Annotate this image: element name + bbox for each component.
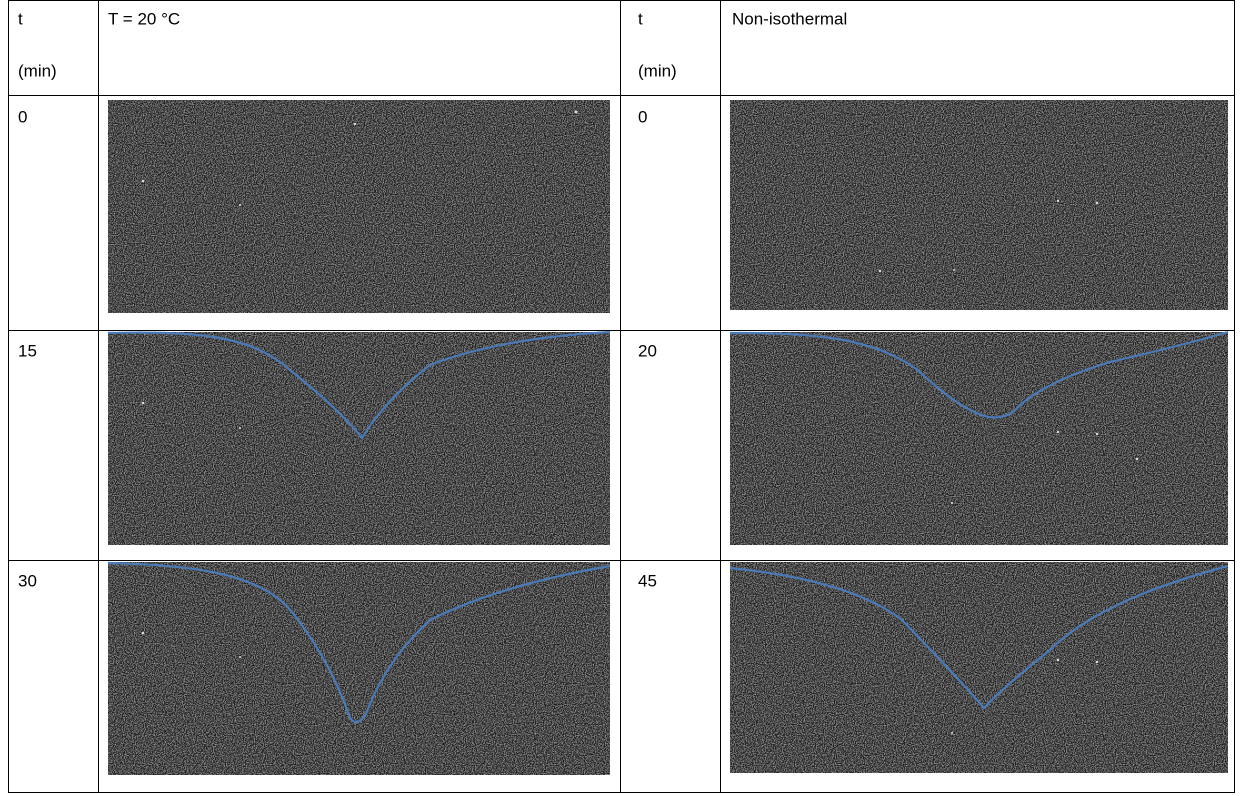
- photo: [730, 100, 1228, 310]
- header-cell: t: [18, 9, 23, 28]
- front-curves: [107, 330, 1229, 724]
- time-cell: 0: [638, 107, 647, 126]
- front-curve: [729, 330, 1229, 419]
- photos: [108, 100, 1228, 775]
- time-cell: 15: [18, 341, 37, 360]
- time-cell: 20: [638, 341, 657, 360]
- photo: [730, 562, 1228, 773]
- time-cell: 45: [638, 571, 657, 590]
- header-cell: (min): [18, 61, 57, 80]
- photo: [108, 332, 610, 545]
- photo: [730, 332, 1228, 545]
- header-cell: (min): [638, 61, 677, 80]
- specks: [141, 110, 1139, 734]
- time-cell: 0: [18, 107, 27, 126]
- table-borders: [8, 0, 1235, 793]
- front-curve: [107, 330, 611, 440]
- photo: [108, 100, 610, 313]
- front-curve: [729, 564, 1229, 710]
- front-curve: [107, 561, 611, 724]
- header-cell: t: [638, 9, 643, 28]
- photo: [108, 562, 610, 775]
- header-cell: T = 20 °C: [108, 9, 180, 28]
- time-cell: 30: [18, 571, 37, 590]
- header-cell: Non-isothermal: [732, 9, 847, 28]
